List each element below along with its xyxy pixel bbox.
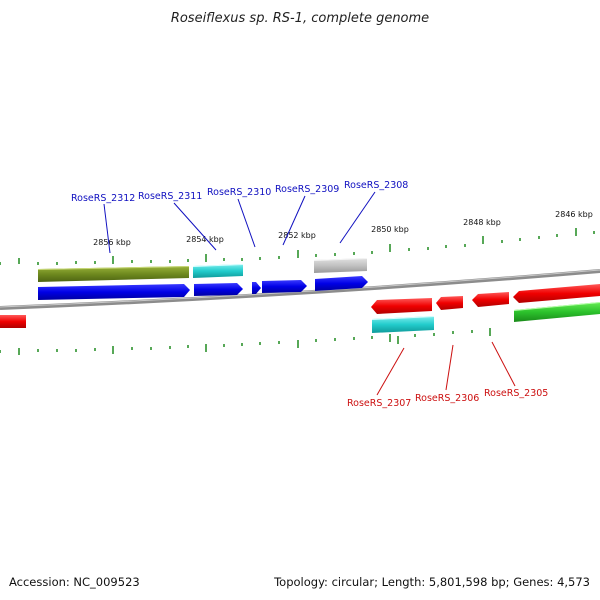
feature-olive[interactable] <box>38 266 189 282</box>
gene-arrow-rosers-2305[interactable] <box>472 292 509 307</box>
bottom-leader-lines <box>376 341 516 396</box>
tick-label-2854: 2854 kbp <box>186 235 224 244</box>
upper-scale-ticks <box>0 228 595 265</box>
gene-arrow-rosers-2308[interactable] <box>315 276 368 291</box>
top-leader-lines <box>103 191 376 254</box>
gene-arrow-rosers-2306[interactable] <box>436 296 463 310</box>
genome-backbone <box>0 269 600 310</box>
gene-arrow-rosers-2312[interactable] <box>38 284 190 300</box>
gene-label-rosers-2311[interactable]: RoseRS_2311 <box>138 191 202 202</box>
reverse-strand-features <box>0 284 600 333</box>
gene-label-rosers-2310[interactable]: RoseRS_2310 <box>207 187 271 198</box>
gene-arrow-rosers-2311[interactable] <box>194 283 243 296</box>
gene-label-rosers-2308[interactable]: RoseRS_2308 <box>344 180 408 191</box>
gene-label-rosers-2312[interactable]: RoseRS_2312 <box>71 193 135 204</box>
tick-label-2852: 2852 kbp <box>278 231 316 240</box>
bottom-gene-labels: RoseRS_2307 RoseRS_2306 RoseRS_2305 <box>347 388 548 409</box>
gene-arrow-rosers-2310[interactable] <box>252 282 261 294</box>
gene-label-rosers-2306[interactable]: RoseRS_2306 <box>415 393 479 404</box>
accession-text: Accession: NC_009523 <box>9 575 140 589</box>
genome-summary-text: Topology: circular; Length: 5,801,598 bp… <box>273 575 590 589</box>
feature-green[interactable] <box>514 302 600 322</box>
lower-scale-ticks <box>0 328 491 355</box>
forward-strand-features <box>38 258 368 300</box>
top-gene-labels: RoseRS_2312 RoseRS_2311 RoseRS_2310 Rose… <box>71 180 408 204</box>
tick-label-2848: 2848 kbp <box>463 218 501 227</box>
gene-arrow-rosers-2309[interactable] <box>262 280 307 293</box>
tick-label-2856: 2856 kbp <box>93 238 131 247</box>
tick-label-2846: 2846 kbp <box>555 210 593 219</box>
gene-label-rosers-2307[interactable]: RoseRS_2307 <box>347 398 411 409</box>
feature-cyan-bottom[interactable] <box>372 316 434 333</box>
feature-gray[interactable] <box>314 258 367 273</box>
feature-cyan-top[interactable] <box>193 264 243 278</box>
map-title: Roseiflexus sp. RS-1, complete genome <box>171 11 429 26</box>
gene-label-rosers-2305[interactable]: RoseRS_2305 <box>484 388 548 399</box>
gene-arrow-left-edge[interactable] <box>0 315 26 328</box>
gene-arrow-large-reverse[interactable] <box>513 284 600 303</box>
tick-label-2850: 2850 kbp <box>371 225 409 234</box>
scale-labels: 2856 kbp 2854 kbp 2852 kbp 2850 kbp 2848… <box>93 210 593 247</box>
gene-arrow-rosers-2307[interactable] <box>371 298 432 314</box>
gene-label-rosers-2309[interactable]: RoseRS_2309 <box>275 184 339 195</box>
